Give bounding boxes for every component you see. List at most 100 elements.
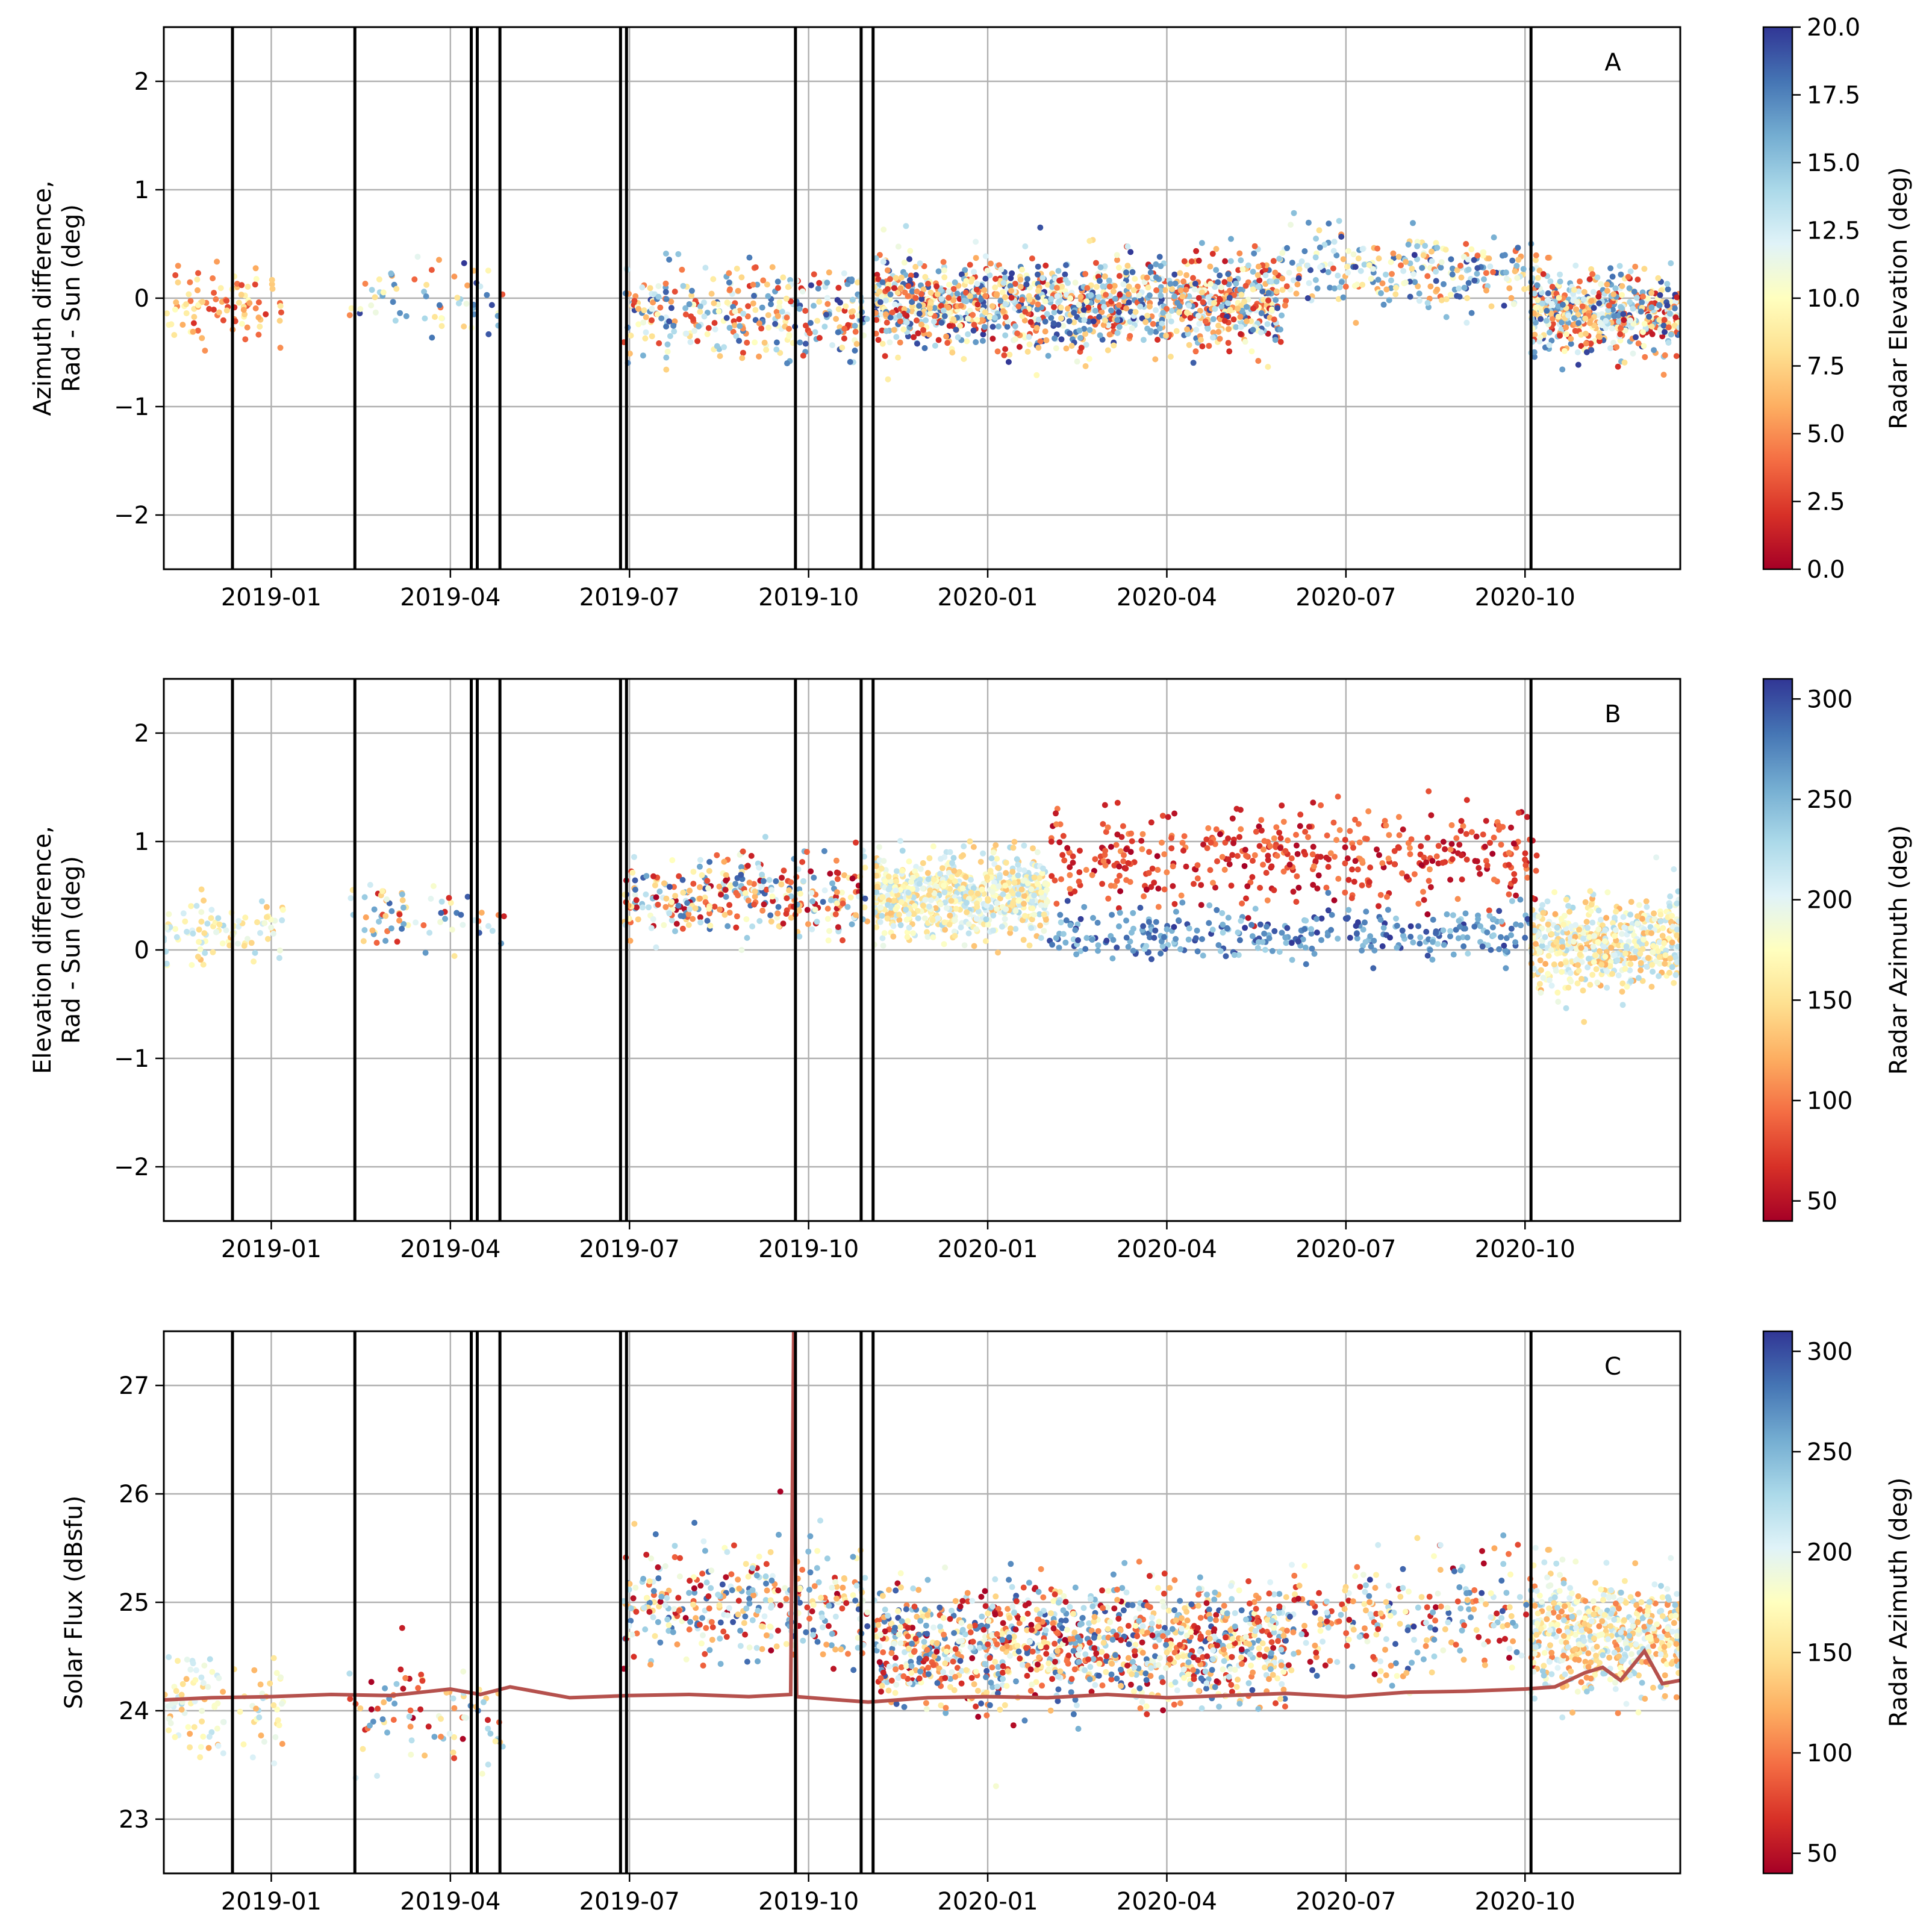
data-point xyxy=(742,890,749,896)
data-point xyxy=(1145,870,1152,876)
data-point xyxy=(893,275,899,281)
data-point xyxy=(1675,888,1680,895)
data-point xyxy=(208,907,215,913)
data-point xyxy=(965,921,972,928)
data-point xyxy=(1632,263,1639,270)
data-point xyxy=(811,302,817,309)
data-point xyxy=(1272,269,1279,276)
data-point xyxy=(1605,307,1612,313)
data-point xyxy=(1515,257,1522,263)
data-point xyxy=(1371,947,1378,954)
data-point xyxy=(1076,869,1083,875)
data-point xyxy=(1310,843,1317,850)
data-point xyxy=(1351,283,1358,289)
data-point xyxy=(774,910,781,917)
data-point xyxy=(1631,289,1638,295)
data-point xyxy=(1416,940,1423,947)
data-point xyxy=(1251,250,1257,257)
data-point xyxy=(769,264,776,270)
data-point xyxy=(1209,251,1216,257)
data-point xyxy=(774,278,781,285)
data-point xyxy=(1340,294,1347,301)
data-point xyxy=(1171,271,1178,278)
data-point xyxy=(779,308,785,315)
data-point xyxy=(1085,318,1092,325)
data-point xyxy=(195,302,202,308)
data-point xyxy=(397,310,404,316)
data-point xyxy=(1533,867,1539,874)
data-point xyxy=(1576,926,1582,933)
data-point xyxy=(1295,884,1302,891)
data-point xyxy=(756,353,762,360)
data-point xyxy=(1634,276,1641,283)
data-point xyxy=(1342,283,1349,290)
data-point xyxy=(1410,220,1416,226)
data-point xyxy=(809,926,815,932)
data-point xyxy=(438,323,445,329)
data-point xyxy=(679,925,686,932)
data-point xyxy=(1042,916,1049,923)
data-point xyxy=(1345,907,1352,913)
data-point xyxy=(1566,908,1572,915)
data-point xyxy=(1612,285,1619,292)
data-point xyxy=(1388,277,1394,284)
data-point xyxy=(1006,351,1013,358)
data-point xyxy=(964,909,970,916)
data-point xyxy=(1433,928,1439,935)
data-point xyxy=(750,300,756,307)
data-point xyxy=(1264,897,1271,904)
data-point xyxy=(1439,860,1446,866)
data-point xyxy=(941,267,947,273)
data-point xyxy=(1238,331,1244,337)
data-point xyxy=(1665,324,1672,331)
data-point xyxy=(1256,277,1263,284)
data-point xyxy=(1103,829,1109,835)
data-point xyxy=(1661,317,1668,323)
data-point xyxy=(1176,917,1182,923)
data-point xyxy=(1400,826,1406,832)
data-point xyxy=(255,299,262,305)
data-point xyxy=(1012,908,1019,914)
data-point xyxy=(1031,911,1038,918)
data-point xyxy=(911,911,917,917)
data-point xyxy=(1483,270,1489,276)
data-point xyxy=(1029,905,1036,912)
data-point xyxy=(890,898,897,904)
data-point xyxy=(1259,938,1266,945)
data-point xyxy=(1456,917,1462,924)
data-point xyxy=(1448,841,1455,848)
data-point xyxy=(1524,916,1531,922)
data-point xyxy=(1302,851,1309,858)
data-point xyxy=(1196,320,1203,327)
data-point xyxy=(1105,347,1111,354)
data-point xyxy=(1083,867,1089,873)
data-point xyxy=(1633,295,1640,301)
data-point xyxy=(1664,281,1671,287)
data-point xyxy=(903,223,909,230)
data-point xyxy=(924,929,930,935)
data-point xyxy=(1421,854,1427,861)
data-point xyxy=(661,922,667,928)
data-point xyxy=(449,926,455,933)
data-point xyxy=(1226,348,1233,355)
data-point xyxy=(1491,932,1497,938)
data-point xyxy=(974,904,980,910)
data-point xyxy=(1260,861,1267,868)
data-point xyxy=(785,284,791,290)
data-point xyxy=(835,928,842,935)
data-point xyxy=(897,922,904,928)
data-point xyxy=(1121,852,1127,858)
data-point xyxy=(1306,280,1312,286)
data-point xyxy=(1011,879,1018,886)
data-point xyxy=(821,848,827,854)
data-point xyxy=(1352,858,1359,864)
data-point xyxy=(1375,276,1382,283)
data-point xyxy=(1600,943,1607,950)
data-point xyxy=(422,315,428,322)
data-point xyxy=(372,294,378,301)
data-point xyxy=(1153,919,1159,925)
data-point xyxy=(1463,797,1470,804)
scatter-series xyxy=(621,251,870,373)
data-point xyxy=(1458,817,1465,824)
data-point xyxy=(662,280,669,287)
